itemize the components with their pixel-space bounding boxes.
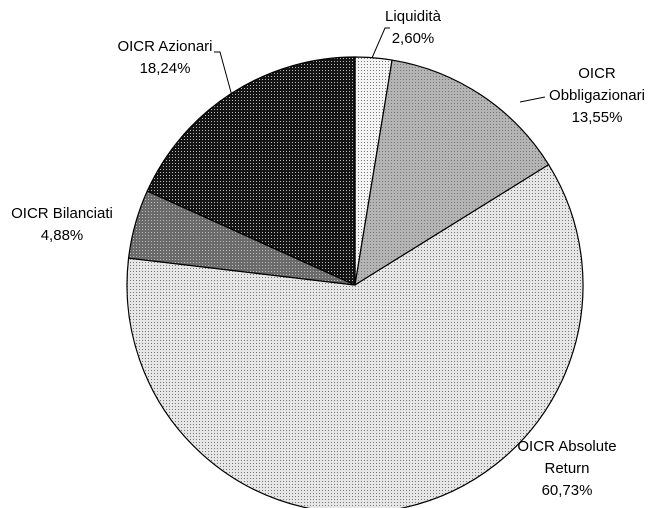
pie-slice	[354, 59, 550, 287]
value-label: 18,24%	[139, 60, 191, 77]
value-label: 60,73%	[541, 482, 593, 499]
value-label: 2,60%	[391, 30, 435, 47]
category-label: Liquidità	[385, 8, 441, 25]
leader-line	[519, 96, 546, 103]
leader-line	[214, 51, 233, 97]
slice-label: OICR Absolute Return 60,73%	[507, 436, 627, 502]
value-label: 13,55%	[571, 109, 623, 126]
leader-line	[371, 27, 390, 59]
category-label: OICR Azionari	[117, 38, 213, 55]
category-label: OICR Obbligazionari	[549, 65, 645, 104]
slice-label: OICR Azionari 18,24%	[100, 36, 230, 80]
value-label: 4,88%	[40, 227, 84, 244]
category-label: OICR Bilanciati	[11, 205, 113, 222]
slice-label: OICR Obbligazionari 13,55%	[542, 63, 652, 129]
slice-label: Liquidità 2,60%	[363, 6, 463, 50]
slice-label: OICR Bilanciati 4,88%	[2, 203, 122, 247]
category-label: OICR Absolute Return	[517, 438, 617, 477]
